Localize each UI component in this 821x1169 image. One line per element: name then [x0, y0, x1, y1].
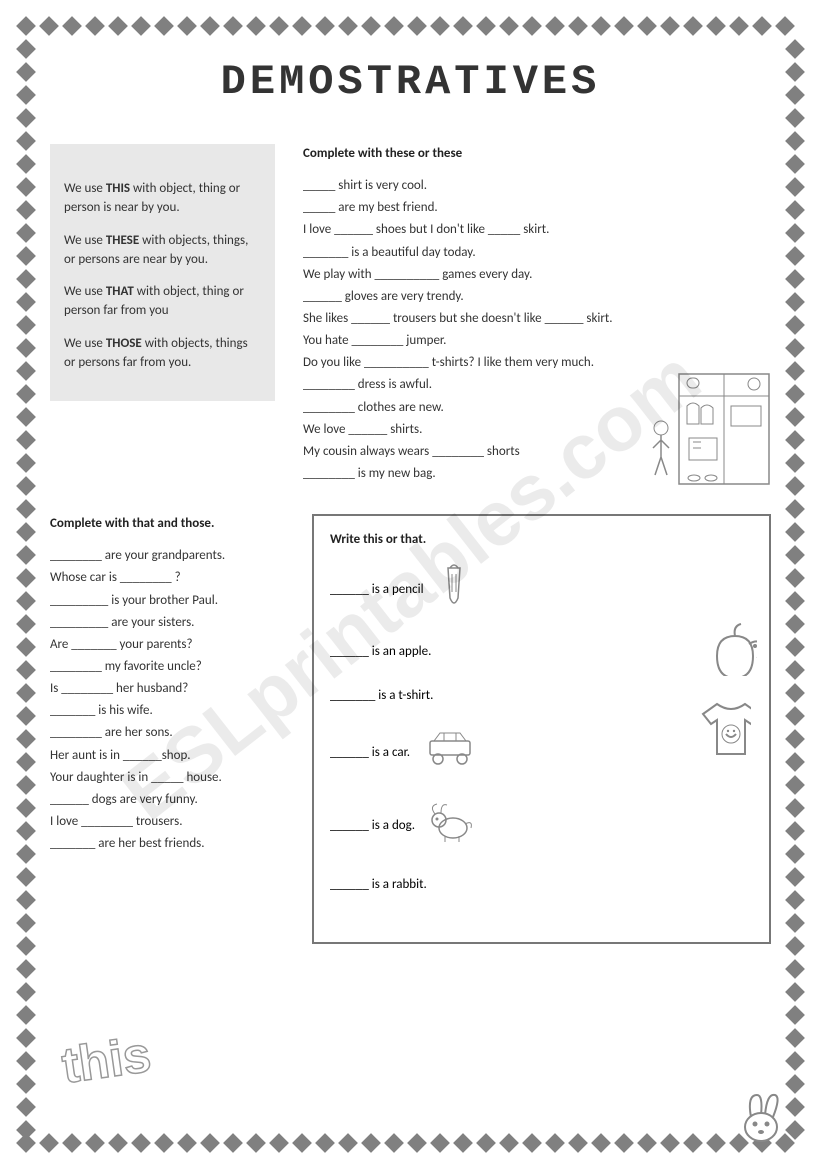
exercise-line: ______ dogs are very funny. [50, 790, 290, 810]
exercise-3-title: Write this or that. [330, 530, 753, 550]
exercise-3-item: ______ is a dog. [330, 800, 753, 852]
exercise-3-box: Write this or that. ______ is a pencil__… [312, 514, 771, 944]
exercise-line: ________ are your grandparents. [50, 546, 290, 566]
exercise-line: _______ are her best friends. [50, 834, 290, 854]
exercise-line: _________ are your sisters. [50, 613, 290, 633]
exercise-1-title: Complete with these or these [303, 144, 771, 164]
exercise-line: ________ are her sons. [50, 723, 290, 743]
exercise-3-text: ______ is a pencil [330, 580, 424, 600]
exercise-3-text: _______ is a t-shirt. [330, 686, 433, 706]
exercise-3-item: ______ is a pencil [330, 562, 753, 619]
exercise-3-item: ______ is a car. [330, 729, 753, 776]
clipart-icon [420, 729, 480, 776]
exercise-line: _______ is his wife. [50, 701, 290, 721]
rules-box: We use THIS with object, thing or person… [50, 144, 275, 401]
exercise-line: Your daughter is in _____ house. [50, 768, 290, 788]
rule-those: We use THOSE with objects, things or per… [64, 335, 261, 373]
exercise-line: ________ my favorite uncle? [50, 657, 290, 677]
exercise-line: Her aunt is in ______shop. [50, 746, 290, 766]
rabbit-corner-icon [731, 1087, 801, 1147]
exercise-line: Are _______ your parents? [50, 635, 290, 655]
exercise-3-items: ______ is a pencil ______ is an apple. ___… [330, 562, 753, 895]
exercise-line: _______ is a beautiful day today. [303, 243, 771, 263]
exercise-line: I love ______ shoes but I don't like ___… [303, 220, 771, 240]
exercise-line: Whose car is ________ ? [50, 568, 290, 588]
exercise-1: Complete with these or these _____ shirt… [303, 144, 771, 486]
row-bottom: Complete with that and those. ________ a… [50, 514, 771, 944]
exercise-3-item: ______ is an apple. [330, 642, 753, 662]
exercise-3-text: ______ is an apple. [330, 642, 431, 662]
exercise-line: Is ________ her husband? [50, 679, 290, 699]
clipart-icon [425, 800, 475, 852]
rule-this: We use THIS with object, thing or person… [64, 180, 261, 218]
exercise-line: _________ is your brother Paul. [50, 591, 290, 611]
exercise-3-text: ______ is a car. [330, 743, 410, 763]
rule-that: We use THAT with object, thing or person… [64, 283, 261, 321]
exercise-line: _____ are my best friend. [303, 198, 771, 218]
this-outline-decor: this [57, 1016, 156, 1105]
tshirt-icon [691, 696, 751, 756]
exercise-line: ______ gloves are very trendy. [303, 287, 771, 307]
exercise-2-title: Complete with that and those. [50, 514, 290, 534]
exercise-3-item: _______ is a t-shirt. [330, 686, 753, 706]
exercise-line: She likes ______ trousers but she doesn'… [303, 309, 771, 329]
row-top: We use THIS with object, thing or person… [50, 144, 771, 486]
content-area: DEMOSTRATIVES We use THIS with object, t… [50, 48, 771, 1121]
exercise-3-text: ______ is a dog. [330, 816, 415, 836]
exercise-line: _____ shirt is very cool. [303, 176, 771, 196]
clipart-icon [434, 562, 474, 619]
exercise-3-item: ______ is a rabbit. [330, 875, 753, 895]
exercise-line: I love ________ trousers. [50, 812, 290, 832]
exercise-2: Complete with that and those. ________ a… [50, 514, 290, 856]
page-title: DEMOSTRATIVES [50, 58, 771, 106]
wardrobe-icon [639, 366, 779, 496]
exercise-3-text: ______ is a rabbit. [330, 875, 427, 895]
apple-icon [697, 616, 757, 676]
rule-these: We use THESE with objects, things, or pe… [64, 232, 261, 270]
exercise-line: We play with __________ games every day. [303, 265, 771, 285]
exercise-line: You hate ________ jumper. [303, 331, 771, 351]
exercise-2-lines: ________ are your grandparents.Whose car… [50, 546, 290, 854]
worksheet-page: DEMOSTRATIVES We use THIS with object, t… [0, 0, 821, 1169]
